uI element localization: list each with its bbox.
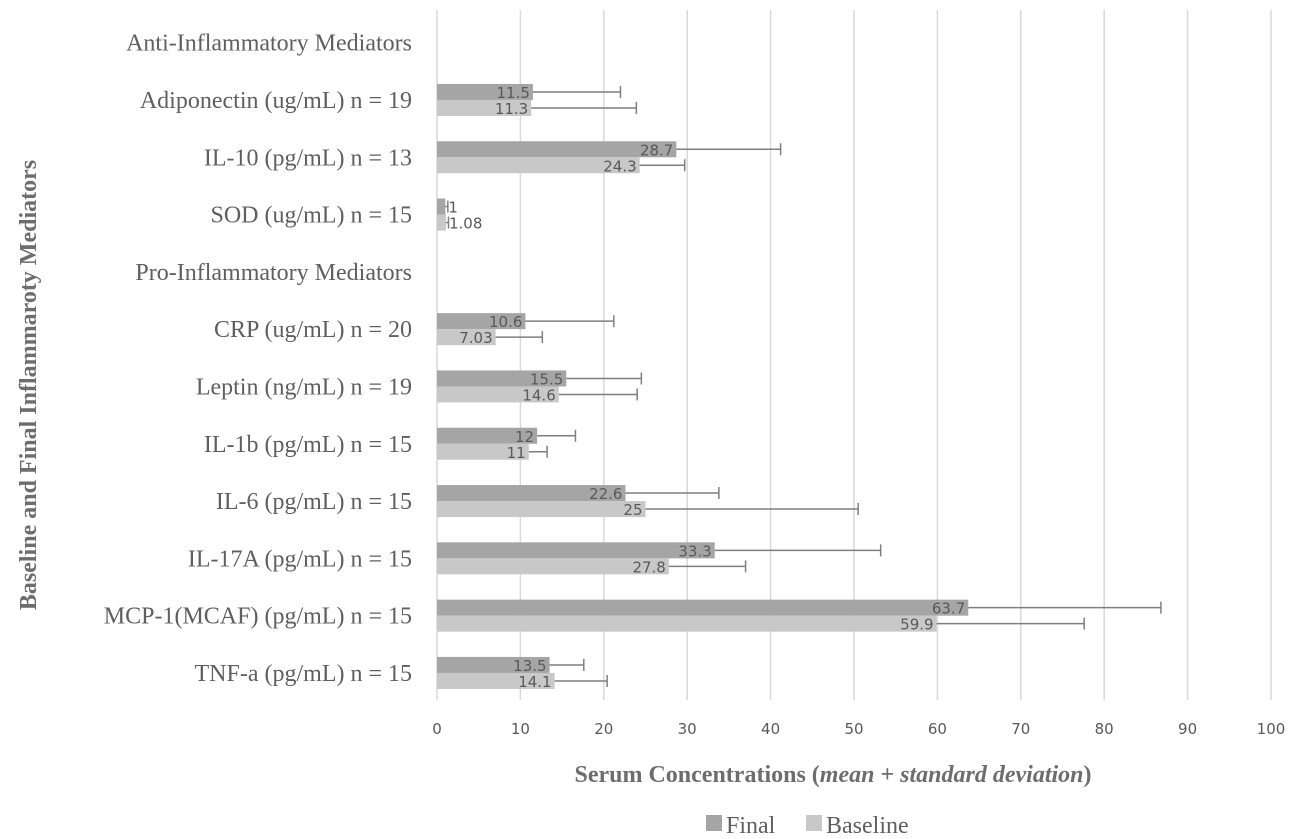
category-label: SOD (ug/mL) n = 15 [210,203,412,229]
data-label: 24.3 [603,157,636,175]
bar [437,198,446,215]
bar [437,329,496,346]
category-label: IL-6 (pg/mL) n = 15 [216,489,412,515]
x-axis-title-part: Serum Concentrations ( [574,762,819,788]
bar [437,99,532,116]
data-labels: 11.5 28.7 1 10.6 15.5 12 22.6 33.3 63.7 13.5 11.3 2… [448,84,965,691]
category-label: IL-10 (pg/mL) n = 13 [204,145,412,171]
bar [437,386,559,403]
data-label: 7.03 [459,329,492,347]
x-axis-title-part: ) [1084,762,1092,788]
legend: Final Baseline [706,813,909,839]
bars [437,83,969,689]
category-label: TNF-a (pg/mL) n = 15 [195,661,413,687]
bar [437,599,969,616]
category-label: Pro-Inflammatory Mediators [135,260,412,286]
x-tick-label: 80 [1095,720,1114,738]
bar [437,313,526,330]
legend-swatch-baseline [806,815,822,831]
data-label: 11 [507,444,526,462]
category-label: Leptin (ng/mL) n = 19 [196,374,412,400]
bar [437,370,567,387]
data-label: 11.5 [497,84,530,102]
data-label: 11.3 [495,100,528,118]
x-tick-label: 50 [844,720,863,738]
x-axis-title-part: + [874,762,900,788]
data-label: 25 [623,501,642,519]
x-tick-label: 40 [761,720,780,738]
x-tick-label: 70 [1011,720,1030,738]
bar [437,214,447,231]
bar [437,443,529,460]
bar [437,501,646,518]
bar [437,157,640,174]
bar [437,141,677,158]
bar [437,672,555,689]
y-axis-title: Baseline and Final Inflammaroty Mediator… [16,160,42,610]
data-label: 1 [448,199,458,217]
category-labels: Anti-Inflammatory Mediators Adiponectin (… [104,31,412,687]
x-tick-label: 0 [432,720,442,738]
data-label: 22.6 [589,485,622,503]
x-tick-label: 30 [678,720,697,738]
category-label: Adiponectin (ug/mL) n = 19 [140,88,412,114]
bar [437,656,550,673]
legend-label-final: Final [726,813,776,839]
bar [437,542,715,559]
category-label: MCP-1(MCAF) (pg/mL) n = 15 [104,604,412,630]
data-label: 59.9 [900,616,933,634]
x-tick-labels: 0 10 20 30 40 50 60 70 80 90 100 [432,720,1285,738]
x-tick-label: 10 [511,720,530,738]
x-tick-label: 20 [594,720,613,738]
x-axis-title-sd: standard deviation [899,762,1083,788]
category-label: IL-1b (pg/mL) n = 15 [204,432,412,458]
data-label: 1.08 [449,215,482,233]
category-label: Anti-Inflammatory Mediators [126,31,412,57]
category-label: CRP (ug/mL) n = 20 [214,317,412,343]
bar [437,427,538,444]
x-axis-title-mean: mean [820,762,875,788]
category-label: IL-17A (pg/mL) n = 15 [188,546,412,572]
x-tick-label: 90 [1178,720,1197,738]
data-label: 28.7 [640,141,673,159]
data-label: 15.5 [530,370,563,388]
error-bars [445,85,1162,687]
data-label: 27.8 [632,558,665,576]
x-tick-label: 100 [1257,720,1286,738]
bar [437,83,533,100]
bar [437,558,669,575]
bar [437,485,626,502]
data-label: 33.3 [678,542,711,560]
bar [437,615,937,632]
legend-swatch-final [706,815,722,831]
data-label: 14.1 [518,673,551,691]
x-axis-title: Serum Concentrations (mean + standard de… [574,762,1091,788]
data-label: 14.6 [522,386,555,404]
gridlines [436,10,1272,700]
data-label: 10.6 [489,313,522,331]
x-tick-label: 60 [928,720,947,738]
data-label: 63.7 [932,600,965,618]
legend-label-baseline: Baseline [826,813,909,839]
data-label: 12 [515,428,534,446]
data-label: 13.5 [513,657,546,675]
